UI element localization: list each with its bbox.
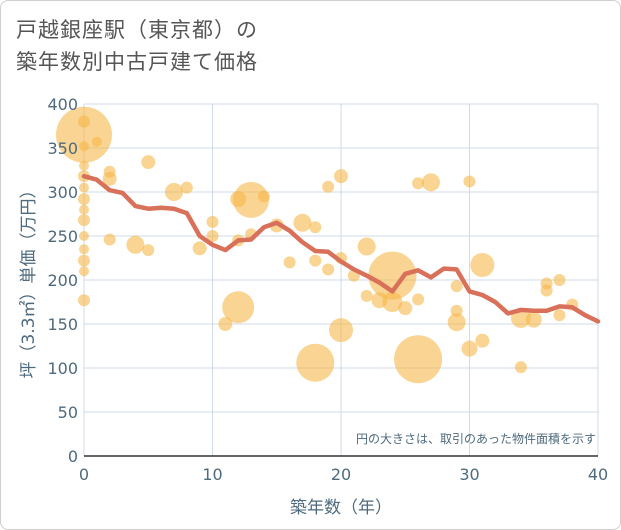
y-tick-label-250: 250 xyxy=(47,227,78,246)
bubble-55 xyxy=(450,280,463,293)
bubble-68 xyxy=(553,309,566,322)
bubble-67 xyxy=(553,274,566,286)
bubble-17 xyxy=(103,233,116,246)
bubble-61 xyxy=(475,333,490,348)
x-tick-label-20: 20 xyxy=(331,465,351,484)
bubble-64 xyxy=(525,311,542,328)
bubble-7 xyxy=(79,204,89,215)
bubble-14 xyxy=(91,136,102,147)
x-axis-ticks: 0 10 20 30 40 xyxy=(79,465,608,484)
bubble-20 xyxy=(142,244,155,257)
bubble-50 xyxy=(398,301,413,316)
bubble-35 xyxy=(293,213,312,232)
bubble-23 xyxy=(192,241,207,256)
bubble-9 xyxy=(79,231,89,241)
bubble-63 xyxy=(514,361,527,374)
bubble-46 xyxy=(360,289,373,302)
y-tick-label-200: 200 xyxy=(47,271,78,290)
bubble-34 xyxy=(283,256,296,269)
bubble-30 xyxy=(233,181,270,218)
bubble-29 xyxy=(222,291,255,324)
bubble-43 xyxy=(329,318,353,343)
bubble-54 xyxy=(421,173,440,192)
bubble-25 xyxy=(206,230,219,242)
bubble-40 xyxy=(322,263,335,276)
chart-title-line-2: 築年数別中古戸建て価格 xyxy=(16,50,258,74)
bubble-0 xyxy=(56,106,112,163)
bubble-6 xyxy=(78,193,90,206)
x-tick-label-40: 40 xyxy=(588,465,608,484)
bubble-2 xyxy=(79,141,89,152)
y-tick-label-50: 50 xyxy=(58,403,78,422)
size-note: 円の大きさは、取引のあった物件面積を示す xyxy=(356,431,596,446)
bubble-39 xyxy=(322,180,335,193)
bubble-21 xyxy=(164,183,183,201)
y-axis-label: 坪（3.3㎡）単価（万円） xyxy=(19,181,39,378)
y-tick-label-100: 100 xyxy=(47,359,78,378)
bubble-16 xyxy=(102,171,117,186)
bubble-26 xyxy=(218,317,233,331)
bubble-48 xyxy=(368,251,417,300)
bubble-22 xyxy=(180,181,193,194)
bubble-11 xyxy=(78,254,90,267)
x-tick-label-0: 0 xyxy=(79,465,89,484)
y-tick-label-300: 300 xyxy=(47,183,78,202)
bubble-66 xyxy=(540,284,553,297)
bubble-57 xyxy=(447,313,466,332)
bubble-18 xyxy=(126,235,145,254)
x-axis-label: 築年数（年） xyxy=(290,498,392,518)
y-tick-label-350: 350 xyxy=(47,139,78,158)
bubble-32 xyxy=(257,190,270,203)
y-tick-label-150: 150 xyxy=(47,315,78,334)
trend-line xyxy=(81,173,601,324)
bubble-51 xyxy=(412,177,425,190)
bubble-36 xyxy=(309,221,322,234)
x-tick-label-10: 10 xyxy=(202,465,222,484)
bubble-13 xyxy=(78,294,90,307)
bubble-1 xyxy=(78,115,90,128)
y-tick-label-400: 400 xyxy=(47,95,78,114)
bubble-58 xyxy=(463,175,476,188)
chart-title-line-1: 戸越銀座駅（東京都）の xyxy=(16,18,258,42)
bubble-10 xyxy=(79,244,89,255)
grid-lines xyxy=(83,103,599,457)
bubble-49 xyxy=(382,292,403,312)
bubble-60 xyxy=(470,253,495,278)
bubble-3 xyxy=(79,160,89,171)
bubble-45 xyxy=(357,237,376,256)
y-tick-label-0: 0 xyxy=(68,447,78,466)
x-tick-label-30: 30 xyxy=(459,465,479,484)
bubble-19 xyxy=(141,155,156,170)
chart-title: 戸越銀座駅（東京都）の 築年数別中古戸建て価格 xyxy=(16,14,258,78)
bubble-41 xyxy=(334,169,348,184)
bubble-38 xyxy=(296,343,335,382)
bubble-37 xyxy=(309,254,322,267)
bubble-52 xyxy=(412,293,425,306)
bubble-5 xyxy=(79,182,89,193)
y-axis-ticks: 0 50 100 150 200 250 300 350 400 xyxy=(47,95,78,466)
bubble-53 xyxy=(394,335,443,384)
bubble-layer xyxy=(56,106,579,384)
bubble-24 xyxy=(206,215,219,228)
bubble-12 xyxy=(79,266,89,277)
bubble-8 xyxy=(78,214,90,227)
bubble-59 xyxy=(461,340,478,357)
